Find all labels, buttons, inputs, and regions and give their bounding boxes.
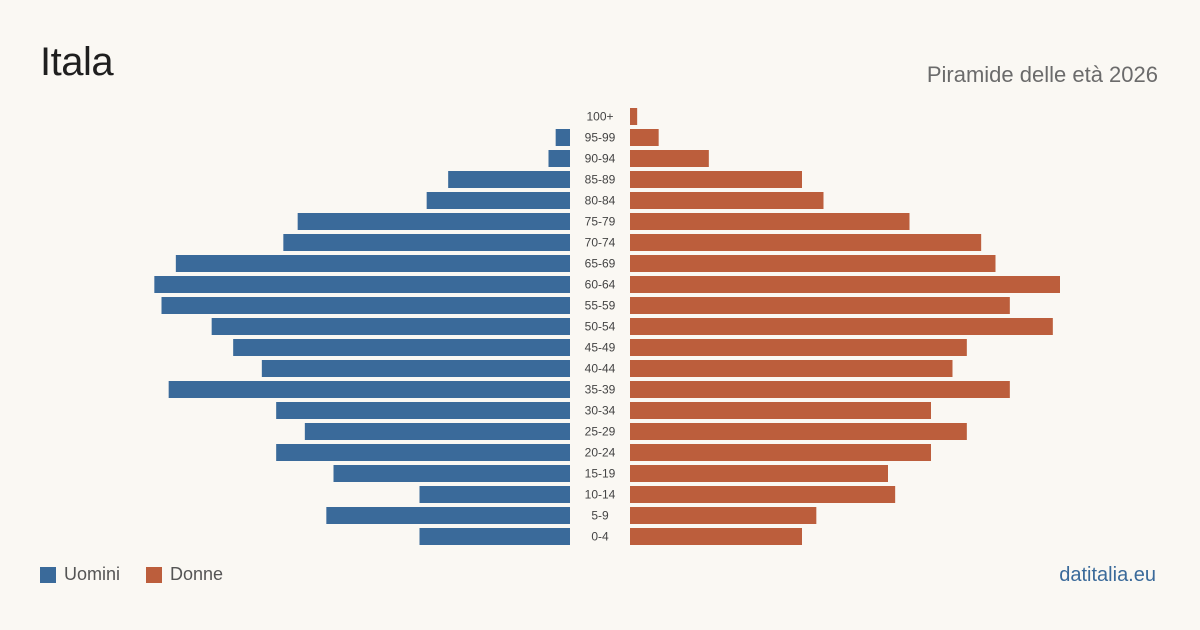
bar-women-5-9 bbox=[630, 507, 817, 524]
bar-men-15-19 bbox=[333, 465, 570, 482]
bar-women-30-34 bbox=[630, 402, 931, 419]
bar-men-55-59 bbox=[161, 297, 570, 314]
age-label-60-64: 60-64 bbox=[585, 278, 616, 292]
age-label-65-69: 65-69 bbox=[585, 257, 616, 271]
chart-subtitle: Piramide delle età 2026 bbox=[926, 62, 1158, 87]
age-label-35-39: 35-39 bbox=[585, 383, 616, 397]
age-label-20-24: 20-24 bbox=[585, 446, 616, 460]
bar-men-90-94 bbox=[548, 150, 570, 167]
bar-men-0-4 bbox=[419, 528, 570, 545]
age-label-70-74: 70-74 bbox=[585, 236, 616, 250]
legend-swatch-women bbox=[146, 566, 163, 583]
bar-men-10-14 bbox=[419, 486, 570, 503]
bar-men-95-99 bbox=[555, 129, 570, 146]
bar-men-60-64 bbox=[154, 276, 571, 293]
bar-women-90-94 bbox=[630, 150, 709, 167]
bar-women-15-19 bbox=[630, 465, 888, 482]
age-label-40-44: 40-44 bbox=[585, 362, 616, 376]
age-label-15-19: 15-19 bbox=[585, 467, 616, 481]
bar-men-40-44 bbox=[261, 360, 570, 377]
age-label-80-84: 80-84 bbox=[585, 194, 616, 208]
legend-item-men: Uomini bbox=[40, 564, 120, 585]
age-label-90-94: 90-94 bbox=[585, 152, 616, 166]
bar-women-75-79 bbox=[630, 213, 910, 230]
age-label-0-4: 0-4 bbox=[591, 530, 609, 544]
bar-women-25-29 bbox=[630, 423, 967, 440]
chart-title: Itala bbox=[40, 40, 114, 84]
bar-men-65-69 bbox=[175, 255, 571, 272]
bar-men-35-39 bbox=[168, 381, 570, 398]
legend-label-women: Donne bbox=[170, 564, 224, 584]
bar-women-65-69 bbox=[630, 255, 996, 272]
bar-women-50-54 bbox=[630, 318, 1053, 335]
age-label-50-54: 50-54 bbox=[585, 320, 616, 334]
bar-men-30-34 bbox=[276, 402, 570, 419]
bar-men-50-54 bbox=[211, 318, 570, 335]
age-label-30-34: 30-34 bbox=[585, 404, 616, 418]
bar-women-40-44 bbox=[630, 360, 953, 377]
bar-men-80-84 bbox=[426, 192, 570, 209]
bar-men-5-9 bbox=[326, 507, 570, 524]
legend-item-women: Donne bbox=[146, 564, 223, 585]
bar-women-55-59 bbox=[630, 297, 1010, 314]
bar-men-45-49 bbox=[233, 339, 570, 356]
bar-men-70-74 bbox=[283, 234, 570, 251]
bar-women-95-99 bbox=[630, 129, 659, 146]
legend: Uomini Donne bbox=[40, 564, 223, 585]
legend-swatch-men bbox=[40, 566, 56, 583]
bar-women-60-64 bbox=[630, 276, 1060, 293]
bar-men-85-89 bbox=[448, 171, 570, 188]
bar-men-25-29 bbox=[304, 423, 570, 440]
bar-men-20-24 bbox=[276, 444, 570, 461]
bar-women-35-39 bbox=[630, 381, 1010, 398]
age-label-100plus: 100+ bbox=[586, 110, 613, 124]
bar-women-70-74 bbox=[630, 234, 982, 251]
bar-men-75-79 bbox=[297, 213, 570, 230]
bar-women-85-89 bbox=[630, 171, 802, 188]
age-label-25-29: 25-29 bbox=[585, 425, 616, 439]
legend-label-men: Uomini bbox=[64, 564, 121, 584]
age-label-75-79: 75-79 bbox=[585, 215, 616, 229]
age-label-45-49: 45-49 bbox=[585, 341, 616, 355]
bar-women-45-49 bbox=[630, 339, 967, 356]
brand-link[interactable]: datitalia.eu bbox=[1059, 564, 1156, 586]
age-label-95-99: 95-99 bbox=[585, 131, 616, 145]
age-label-55-59: 55-59 bbox=[585, 299, 616, 313]
age-label-85-89: 85-89 bbox=[585, 173, 616, 187]
age-label-5-9: 5-9 bbox=[591, 509, 609, 523]
bar-women-20-24 bbox=[630, 444, 931, 461]
bar-women-80-84 bbox=[630, 192, 824, 209]
bar-women-0-4 bbox=[630, 528, 802, 545]
bar-women-100plus bbox=[630, 108, 638, 125]
age-label-10-14: 10-14 bbox=[585, 488, 616, 502]
bar-women-10-14 bbox=[630, 486, 896, 503]
